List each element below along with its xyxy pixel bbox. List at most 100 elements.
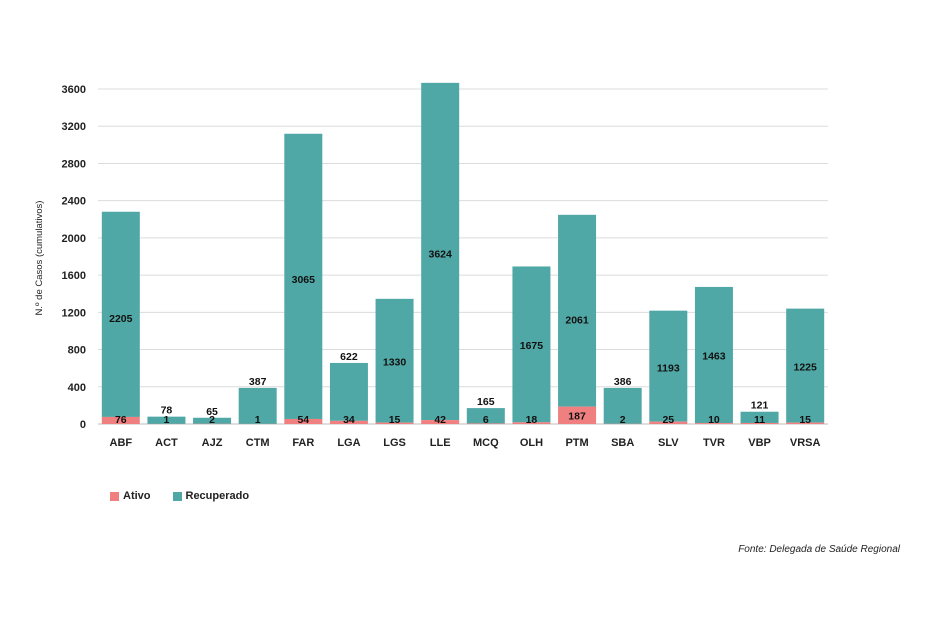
bars: 2205767816523871306554622341330153624421… bbox=[101, 82, 825, 426]
x-axis-ticks: ABF ACT AJZ CTM FAR LGA LGS LLE MCQ OLH PTM SBA SLV T… bbox=[110, 437, 821, 449]
bar-ativo-vbp bbox=[740, 422, 779, 424]
data-label-ativo-ajz: 2 bbox=[209, 414, 215, 426]
data-label-ativo-mcq: 6 bbox=[483, 414, 489, 426]
data-label-recuperado-ctm: 387 bbox=[249, 376, 267, 388]
bar-recuperado-lle bbox=[421, 82, 460, 421]
data-label-ativo-sba: 2 bbox=[620, 414, 626, 426]
data-label-recuperado-far: 3065 bbox=[292, 274, 316, 286]
bar-recuperado-far bbox=[284, 133, 323, 419]
x-tick-label-far: FAR bbox=[292, 437, 314, 449]
data-label-ativo-slv: 25 bbox=[662, 414, 674, 426]
y-tick-label: 2000 bbox=[62, 233, 86, 245]
bar-recuperado-abf bbox=[101, 211, 140, 417]
data-label-recuperado-mcq: 165 bbox=[477, 396, 495, 408]
legend-label-ativo: Ativo bbox=[123, 490, 151, 502]
x-tick-label-ajz: AJZ bbox=[202, 437, 223, 449]
bar-ativo-lga bbox=[329, 420, 368, 424]
y-axis-ticks: 0 400 800 1200 1600 2000 2400 2800 3200 3600 bbox=[62, 84, 86, 431]
legend-item-ativo: Ativo bbox=[110, 490, 151, 502]
x-tick-label-olh: OLH bbox=[520, 437, 543, 449]
source-note: Fonte: Delegada de Saúde Regional bbox=[738, 544, 900, 555]
bar-recuperado-lgs bbox=[375, 298, 414, 423]
data-label-recuperado-ptm: 2061 bbox=[565, 314, 589, 326]
bar-ativo-far bbox=[284, 418, 323, 424]
x-tick-label-sba: SBA bbox=[611, 437, 634, 449]
data-label-ativo-lle: 42 bbox=[434, 414, 446, 426]
data-label-ativo-lga: 34 bbox=[343, 414, 355, 426]
data-label-ativo-act: 1 bbox=[164, 414, 170, 426]
data-label-ativo-tvr: 10 bbox=[708, 414, 720, 426]
data-label-ativo-ctm: 1 bbox=[255, 414, 261, 426]
data-label-ativo-vbp: 11 bbox=[754, 414, 765, 426]
data-label-recuperado-act: 78 bbox=[161, 405, 173, 417]
bar-recuperado-olh bbox=[512, 266, 551, 423]
bar-recuperado-slv bbox=[649, 310, 688, 422]
bar-recuperado-act bbox=[147, 416, 186, 424]
data-label-recuperado-lgs: 1330 bbox=[383, 356, 407, 368]
grid-lines bbox=[98, 88, 828, 425]
bar-ativo-abf bbox=[101, 416, 140, 424]
bar-ativo-lle bbox=[421, 420, 460, 424]
y-tick-label: 2800 bbox=[62, 158, 86, 170]
data-label-ativo-abf: 76 bbox=[115, 414, 127, 426]
y-tick-label: 3600 bbox=[62, 84, 86, 96]
data-label-recuperado-olh: 1675 bbox=[520, 340, 544, 352]
x-tick-label-lle: LLE bbox=[430, 437, 451, 449]
bar-recuperado-tvr bbox=[694, 286, 733, 424]
bar-recuperado-vrsa bbox=[786, 308, 825, 423]
data-label-recuperado-vrsa: 1225 bbox=[794, 361, 818, 373]
data-label-ativo-vrsa: 15 bbox=[799, 414, 811, 426]
bar-ativo-lgs bbox=[375, 422, 414, 424]
x-tick-label-vbp: VBP bbox=[748, 437, 771, 449]
bar-recuperado-vbp bbox=[740, 411, 779, 423]
bar-ativo-tvr bbox=[694, 423, 733, 424]
x-tick-label-slv: SLV bbox=[658, 437, 679, 449]
y-tick-label: 2400 bbox=[62, 196, 86, 208]
bar-recuperado-ctm bbox=[238, 387, 277, 424]
data-label-recuperado-vbp: 121 bbox=[751, 400, 769, 412]
x-tick-label-ptm: PTM bbox=[565, 437, 588, 449]
legend: Ativo Recuperado bbox=[110, 490, 249, 502]
data-label-recuperado-lga: 622 bbox=[340, 351, 358, 363]
data-label-recuperado-abf: 2205 bbox=[109, 313, 133, 325]
bar-ativo-vrsa bbox=[786, 422, 825, 424]
x-tick-label-lgs: LGS bbox=[383, 437, 406, 449]
bar-ativo-ptm bbox=[558, 406, 597, 424]
y-tick-label: 1600 bbox=[62, 270, 86, 282]
x-tick-label-lga: LGA bbox=[337, 437, 360, 449]
bar-recuperado-ajz bbox=[193, 417, 232, 424]
data-label-recuperado-slv: 1193 bbox=[657, 362, 680, 374]
y-tick-label: 400 bbox=[68, 382, 86, 394]
legend-label-recuperado: Recuperado bbox=[185, 490, 250, 502]
data-label-recuperado-lle: 3624 bbox=[429, 248, 453, 260]
x-tick-label-ctm: CTM bbox=[246, 437, 270, 449]
legend-item-recuperado: Recuperado bbox=[172, 490, 250, 502]
x-tick-label-mcq: MCQ bbox=[473, 437, 499, 449]
data-label-ativo-olh: 18 bbox=[526, 414, 538, 426]
data-label-recuperado-tvr: 1463 bbox=[702, 350, 726, 362]
bar-ativo-slv bbox=[649, 421, 688, 424]
bar-recuperado-mcq bbox=[466, 408, 505, 424]
data-label-recuperado-ajz: 65 bbox=[206, 406, 218, 418]
x-tick-label-vrsa: VRSA bbox=[790, 437, 821, 449]
bar-recuperado-lga bbox=[329, 362, 368, 421]
bar-recuperado-ptm bbox=[558, 214, 597, 407]
y-tick-label: 3200 bbox=[62, 121, 86, 133]
data-label-recuperado-sba: 386 bbox=[614, 376, 632, 388]
bar-ativo-olh bbox=[512, 422, 551, 424]
y-axis-label: N.º de Casos (cumulativos) bbox=[34, 201, 45, 316]
bar-recuperado-sba bbox=[603, 387, 642, 424]
y-tick-label: 0 bbox=[80, 419, 86, 431]
data-label-ativo-lgs: 15 bbox=[389, 414, 401, 426]
x-tick-label-abf: ABF bbox=[110, 437, 133, 449]
y-tick-label: 1200 bbox=[62, 307, 86, 319]
x-tick-label-act: ACT bbox=[155, 437, 178, 449]
bar-ativo-mcq bbox=[466, 423, 505, 424]
y-tick-label: 800 bbox=[68, 345, 86, 357]
legend-swatch-ativo bbox=[110, 491, 119, 501]
data-label-ativo-ptm: 187 bbox=[568, 410, 586, 422]
data-label-ativo-far: 54 bbox=[297, 414, 309, 426]
x-tick-label-tvr: TVR bbox=[703, 437, 725, 449]
legend-swatch-recuperado bbox=[172, 491, 182, 501]
